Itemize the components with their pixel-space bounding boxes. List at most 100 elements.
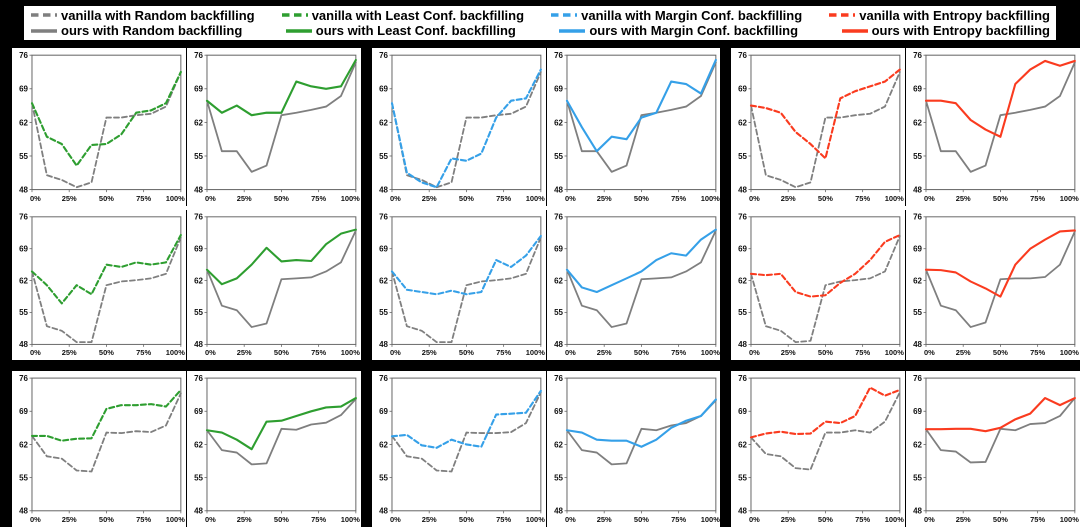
legend-line-sample-icon: [285, 29, 312, 33]
baseline-random-series-line: [750, 71, 902, 189]
y-tick-label: 55: [738, 308, 747, 317]
x-tick-label: 100%: [341, 515, 360, 524]
x-tick-label: 25%: [237, 515, 252, 524]
chart-vanilla-least-conf-r3: 48 55 62 69 76 0% 25% 50% 75% 100%: [19, 374, 185, 524]
chart-cell-r3-c5: 48 55 62 69 76 0% 25% 50% 75% 100%: [731, 371, 905, 527]
y-tick-label: 55: [379, 152, 388, 161]
y-tick-label: 48: [194, 507, 203, 516]
x-tick-label: 75%: [671, 348, 686, 357]
chart-ours-least-conf-r3: 48 55 62 69 76 0% 25% 50% 75% 100%: [194, 374, 360, 524]
legend-label: ours with Entropy backfilling: [871, 23, 1050, 39]
legend-label: vanilla with Least Conf. backfilling: [311, 7, 525, 23]
x-tick-label: 0%: [564, 194, 575, 203]
legend-line-sample-icon: [31, 13, 57, 17]
y-tick-label: 48: [554, 340, 563, 349]
y-tick-label: 76: [194, 374, 203, 383]
chart-vanilla-entropy-r2: 48 55 62 69 76 0% 25% 50% 75% 100%: [738, 213, 904, 357]
y-tick-label: 48: [19, 185, 28, 194]
x-tick-label: 25%: [421, 194, 436, 203]
y-tick-label: 55: [19, 308, 28, 317]
x-tick-label: 100%: [885, 194, 904, 203]
row-spacer: [731, 206, 1080, 210]
chart-ours-least-conf-r2: 48 55 62 69 76 0% 25% 50% 75% 100%: [194, 213, 360, 357]
x-tick-label: 100%: [700, 194, 719, 203]
x-tick-label: 0%: [924, 194, 935, 203]
y-tick-label: 48: [554, 185, 563, 194]
y-tick-label: 69: [554, 245, 563, 254]
chart-row-1-group-entropy: 48 55 62 69 76 0% 25% 50% 75% 100% 48 55 62 69 76 0% 25%…: [731, 48, 1080, 206]
x-tick-label: 0%: [205, 348, 216, 357]
x-tick-label: 0%: [924, 515, 935, 524]
y-tick-label: 62: [19, 118, 28, 127]
legend-label: ours with Least Conf. backfilling: [315, 23, 516, 39]
y-tick-label: 69: [913, 407, 922, 416]
chart-cell-r1-c6: 48 55 62 69 76 0% 25% 50% 75% 100%: [905, 48, 1080, 206]
y-tick-label: 69: [554, 407, 563, 416]
baseline-random-series-line: [205, 61, 357, 173]
y-tick-label: 55: [19, 473, 28, 482]
legend-entry-vanilla-entropy: vanilla with Entropy backfilling: [828, 9, 1050, 22]
green-series-line: [205, 228, 357, 286]
legend-line-sample-icon: [559, 29, 586, 33]
y-tick-label: 48: [913, 185, 922, 194]
x-tick-label: 25%: [781, 515, 796, 524]
legend-entry-vanilla-least-conf: vanilla with Least Conf. backfilling: [281, 9, 524, 22]
chart-cell-r1-c1: 48 55 62 69 76 0% 25% 50% 75% 100%: [12, 48, 186, 206]
x-tick-label: 50%: [459, 194, 474, 203]
y-tick-label: 76: [19, 374, 28, 383]
chart-cell-r1-c5: 48 55 62 69 76 0% 25% 50% 75% 100%: [731, 48, 905, 206]
x-tick-label: 75%: [136, 194, 151, 203]
x-tick-label: 75%: [671, 515, 686, 524]
y-tick-label: 62: [738, 440, 747, 449]
legend-row-vanilla: vanilla with Random backfilling vanilla w…: [30, 9, 1050, 22]
plot-frame: [206, 54, 357, 191]
x-tick-label: 75%: [855, 515, 870, 524]
legend: vanilla with Random backfilling vanilla w…: [22, 4, 1058, 42]
y-tick-label: 76: [738, 51, 747, 60]
chart-group-least-conf: 48 55 62 69 76 0% 25% 50% 75% 100% 48 55 62 69 76 0% 25%…: [12, 48, 361, 527]
chart-cell-r3-c2: 48 55 62 69 76 0% 25% 50% 75% 100%: [185, 371, 361, 527]
y-tick-label: 62: [194, 440, 203, 449]
chart-ours-entropy-r3: 48 55 62 69 76 0% 25% 50% 75% 100%: [913, 374, 1079, 524]
y-tick-label: 55: [19, 152, 28, 161]
baseline-random-series-line: [390, 71, 542, 189]
x-tick-label: 100%: [525, 194, 544, 203]
x-tick-label: 75%: [1030, 515, 1045, 524]
y-tick-label: 62: [19, 276, 28, 285]
legend-line-sample-icon: [551, 13, 578, 17]
chart-cell-r3-c3: 48 55 62 69 76 0% 25% 50% 75% 100%: [372, 371, 546, 527]
baseline-random-series-line: [750, 391, 902, 471]
y-tick-label: 55: [194, 473, 203, 482]
row-spacer: [371, 206, 721, 210]
y-tick-label: 55: [913, 473, 922, 482]
y-tick-label: 48: [194, 340, 203, 349]
baseline-random-series-line: [390, 391, 542, 473]
x-tick-label: 25%: [421, 348, 436, 357]
x-tick-label: 50%: [818, 515, 833, 524]
row-divider: [12, 360, 361, 371]
legend-line-sample-icon: [31, 29, 57, 33]
x-tick-label: 75%: [311, 348, 326, 357]
chart-cell-r2-c1: 48 55 62 69 76 0% 25% 50% 75% 100%: [12, 210, 186, 360]
y-tick-label: 48: [738, 185, 747, 194]
baseline-random-series-line: [205, 229, 357, 328]
x-tick-label: 25%: [781, 194, 796, 203]
x-tick-label: 25%: [62, 348, 77, 357]
chart-cell-r1-c3: 48 55 62 69 76 0% 25% 50% 75% 100%: [372, 48, 546, 206]
chart-row-3-group-least-conf: 48 55 62 69 76 0% 25% 50% 75% 100% 48 55 62 69 76 0% 25%…: [12, 371, 361, 527]
chart-cell-r2-c5: 48 55 62 69 76 0% 25% 50% 75% 100%: [731, 210, 905, 360]
legend-row-ours: ours with Random backfilling ours with Le…: [30, 24, 1050, 37]
x-tick-label: 75%: [311, 194, 326, 203]
red-series-line: [750, 386, 902, 439]
y-tick-label: 55: [913, 308, 922, 317]
x-tick-label: 50%: [274, 348, 289, 357]
x-tick-label: 50%: [993, 515, 1008, 524]
y-tick-label: 55: [194, 308, 203, 317]
blue-series-line: [565, 58, 717, 153]
y-tick-label: 69: [738, 245, 747, 254]
y-tick-label: 62: [554, 440, 563, 449]
x-tick-label: 75%: [136, 348, 151, 357]
baseline-random-series-line: [925, 230, 1076, 328]
chart-vanilla-margin-conf-r3: 48 55 62 69 76 0% 25% 50% 75% 100%: [379, 374, 545, 524]
x-tick-label: 75%: [496, 515, 511, 524]
